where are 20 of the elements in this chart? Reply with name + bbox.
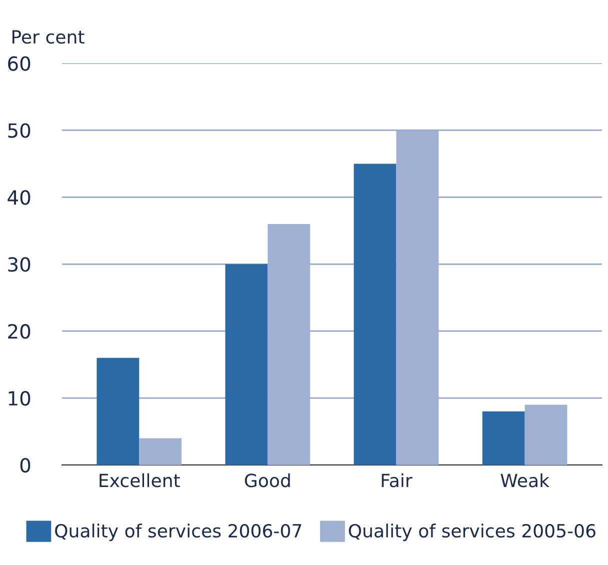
y-tick-label: 0 bbox=[20, 458, 30, 473]
y-tick-label: 30 bbox=[8, 257, 30, 272]
x-tick-label: Weak bbox=[500, 473, 550, 488]
x-tick-label: Excellent bbox=[100, 473, 180, 488]
x-tick-label: Good bbox=[244, 473, 290, 488]
y-axis-title: Per cent bbox=[12, 30, 84, 44]
y-tick-label: 20 bbox=[8, 324, 30, 339]
bar bbox=[96, 358, 140, 465]
legend-label: Quality of services 2005-06 bbox=[348, 524, 596, 542]
bar bbox=[482, 411, 525, 465]
bar bbox=[139, 438, 182, 465]
y-tick-label: 60 bbox=[8, 56, 30, 71]
bar bbox=[524, 404, 568, 465]
bar bbox=[354, 164, 396, 465]
legend-label: Quality of services 2006-07 bbox=[55, 524, 302, 542]
y-tick-label: 50 bbox=[8, 123, 30, 138]
x-tick-label: Fair bbox=[382, 473, 412, 488]
y-tick-label: 40 bbox=[8, 190, 30, 205]
bar bbox=[225, 264, 268, 465]
y-tick-label: 10 bbox=[8, 391, 30, 406]
